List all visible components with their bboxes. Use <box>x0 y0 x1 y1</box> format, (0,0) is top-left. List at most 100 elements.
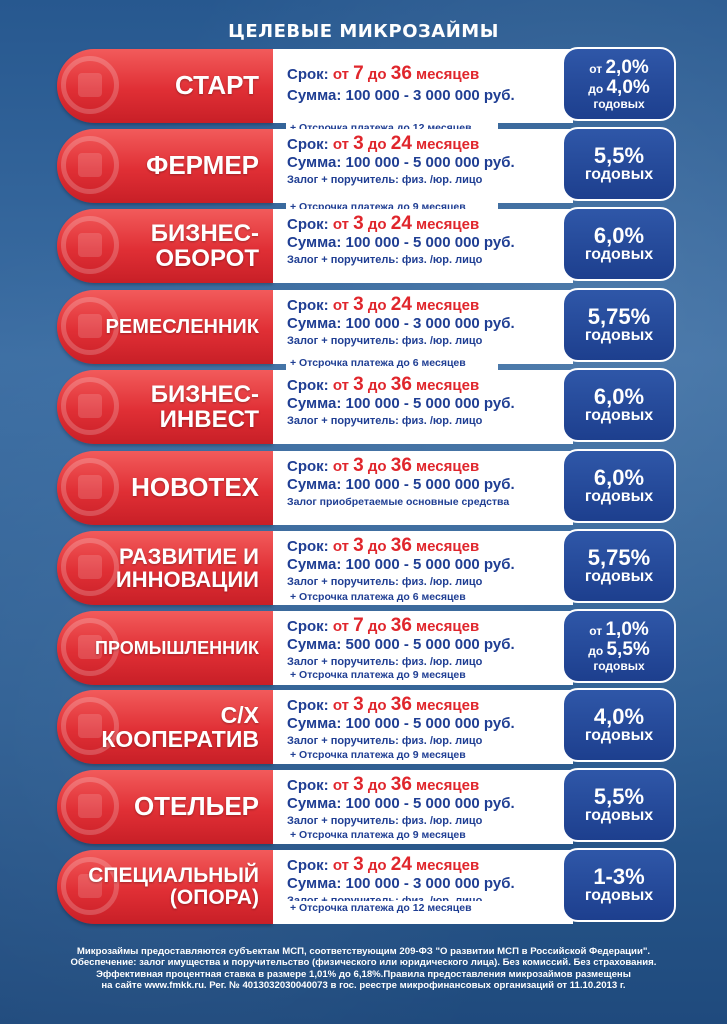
amount-line: Сумма: 100 000 - 3 000 000 руб. <box>287 86 573 106</box>
rate-badge: 5,75% годовых <box>562 288 676 362</box>
rate-value: 5,5% <box>593 784 645 809</box>
product-row: СТАРТ Срок: от 7 до 36 месяцев Сумма: 100 … <box>57 47 676 123</box>
product-name: БИЗНЕС- ОБОРОТ <box>150 219 259 272</box>
product-terms: Срок: от 7 до 36 месяцев Сумма: 100 000 -… <box>273 49 573 123</box>
term-line: Срок: от 7 до 36 месяцев <box>287 63 480 84</box>
amount-value: 100 000 - 5 000 000 руб. <box>345 715 515 732</box>
amount-line: Сумма: 100 000 - 3 000 000 руб. <box>287 315 573 333</box>
rate-badge: 6,0% годовых <box>562 368 676 442</box>
term-unit: месяцев <box>411 857 480 874</box>
product-name-pill: НОВОТЕХ <box>57 451 273 525</box>
term-from-label: от <box>332 377 354 394</box>
term-to-value: 24 <box>390 213 412 234</box>
product-terms: Срок: от 3 до 24 месяцев Сумма: 100 000 -… <box>273 290 573 364</box>
term-to-value: 24 <box>390 133 412 154</box>
term-to-value: 24 <box>390 854 412 875</box>
footer-line: Микрозаймы предоставляются субъектам МСП… <box>76 946 651 957</box>
rate-value: 5,75% <box>587 304 651 329</box>
product-emblem-icon <box>61 297 119 355</box>
product-name: БИЗНЕС- ИНВЕСТ <box>150 380 259 433</box>
deferral-note: + Отсрочка платежа до 12 месяцев <box>286 901 498 916</box>
rate-badge: от 2,0% до 4,0% годовых <box>562 47 676 121</box>
term-from-value: 3 <box>353 455 364 476</box>
collateral-line: Залог + поручитель: физ. /юр. лицо <box>287 735 483 747</box>
term-to-value: 36 <box>390 63 412 84</box>
product-row: РЕМЕСЛЕННИК Срок: от 3 до 24 месяцев Сумма… <box>57 288 676 364</box>
rate-value: 5,75% <box>587 545 651 570</box>
footer-line: на сайте www.fmkk.ru. Рег. № 40130320300… <box>101 979 626 991</box>
amount-value: 100 000 - 5 000 000 руб. <box>345 395 515 412</box>
amount-value: 100 000 - 3 000 000 руб. <box>345 875 515 892</box>
collateral-line: Залог + поручитель: физ. /юр. лицо <box>287 415 483 427</box>
term-to-value: 36 <box>390 374 412 395</box>
deferral-note: + Отсрочка платежа до 9 месяцев <box>286 668 498 683</box>
amount-value: 500 000 - 5 000 000 руб. <box>345 636 515 653</box>
product-name: ПРОМЫШЛЕННИК <box>95 637 259 658</box>
term-from-label: от <box>332 458 354 475</box>
product-emblem-icon <box>61 458 119 516</box>
rate-suffix: годовых <box>584 727 654 744</box>
rate-value: 4,0% <box>593 704 645 729</box>
rate-value: 1-3% <box>593 864 645 889</box>
rate-badge: от 1,0% до 5,5% годовых <box>562 609 676 683</box>
term-from-label: от <box>332 697 354 714</box>
term-from-label: от <box>332 297 354 314</box>
rate-suffix: годовых <box>584 327 654 344</box>
rate-badge: 5,5% годовых <box>562 768 676 842</box>
term-to-label: до <box>363 618 391 635</box>
term-line: Срок: от 3 до 36 месяцев <box>287 535 480 556</box>
amount-label: Сумма: <box>287 556 346 573</box>
term-line: Срок: от 7 до 36 месяцев <box>287 615 480 636</box>
term-from-value: 3 <box>353 694 364 715</box>
rate-suffix: годовых <box>584 488 654 505</box>
rate-suffix: годовых <box>593 658 645 673</box>
term-to-value: 36 <box>390 694 412 715</box>
collateral-line: Залог + поручитель: физ. /юр. лицо <box>287 335 483 347</box>
amount-line: Сумма: 100 000 - 5 000 000 руб. <box>287 795 573 813</box>
term-line: Срок: от 3 до 24 месяцев <box>287 854 480 875</box>
amount-label: Сумма: <box>287 476 346 493</box>
product-name-pill: РЕМЕСЛЕННИК <box>57 290 273 364</box>
collateral-line: Залог + поручитель: физ. /юр. лицо <box>287 174 483 186</box>
product-row: ФЕРМЕР Срок: от 3 до 24 месяцев Сумма: 100… <box>57 127 676 203</box>
amount-label: Сумма: <box>287 715 346 732</box>
term-unit: месяцев <box>411 216 480 233</box>
term-unit: месяцев <box>411 377 480 394</box>
term-to-value: 36 <box>390 774 412 795</box>
amount-label: Сумма: <box>287 234 346 251</box>
term-line: Срок: от 3 до 36 месяцев <box>287 455 480 476</box>
term-from-label: от <box>332 66 354 83</box>
amount-value: 100 000 - 5 000 000 руб. <box>345 476 515 493</box>
amount-value: 100 000 - 3 000 000 руб. <box>345 315 515 332</box>
rate-from-label: от <box>589 61 606 76</box>
product-terms: Срок: от 3 до 24 месяцев Сумма: 100 000 -… <box>273 129 573 203</box>
rate-suffix: годовых <box>593 96 645 111</box>
deferral-note: + Отсрочка платежа до 6 месяцев <box>286 590 498 605</box>
amount-label: Сумма: <box>287 315 346 332</box>
product-name: СТАРТ <box>174 70 259 101</box>
term-line: Срок: от 3 до 36 месяцев <box>287 694 480 715</box>
rate-badge: 6,0% годовых <box>562 449 676 523</box>
product-name-pill: СПЕЦИАЛЬНЫЙ (ОПОРА) <box>57 850 273 924</box>
product-terms: Срок: от 3 до 36 месяцев Сумма: 100 000 -… <box>273 370 573 444</box>
product-name-pill: РАЗВИТИЕ И ИННОВАЦИИ <box>57 531 273 605</box>
term-to-label: до <box>363 777 391 794</box>
amount-label: Сумма: <box>287 154 346 171</box>
product-emblem-icon <box>61 697 119 755</box>
term-from-value: 3 <box>353 535 364 556</box>
term-from-value: 3 <box>353 774 364 795</box>
term-unit: месяцев <box>411 66 480 83</box>
collateral-line: Залог + поручитель: физ. /юр. лицо <box>287 656 483 668</box>
product-name: СПЕЦИАЛЬНЫЙ (ОПОРА) <box>88 863 259 909</box>
term-to-label: до <box>363 136 391 153</box>
term-to-value: 36 <box>390 615 412 636</box>
amount-line: Сумма: 100 000 - 3 000 000 руб. <box>287 875 573 893</box>
product-row: С/Х КООПЕРАТИВ Срок: от 3 до 36 месяцев Сум… <box>57 688 676 764</box>
rate-badge: 4,0% годовых <box>562 688 676 762</box>
product-name-pill: С/Х КООПЕРАТИВ <box>57 690 273 764</box>
rate-value: 5,5% <box>593 143 645 168</box>
rate-from-line: от 2,0% <box>589 57 649 78</box>
rate-to-value: 4,0% <box>606 76 650 98</box>
footer-disclaimer: Микрозаймы предоставляются субъектам МСП… <box>0 946 727 991</box>
term-unit: месяцев <box>411 777 480 794</box>
